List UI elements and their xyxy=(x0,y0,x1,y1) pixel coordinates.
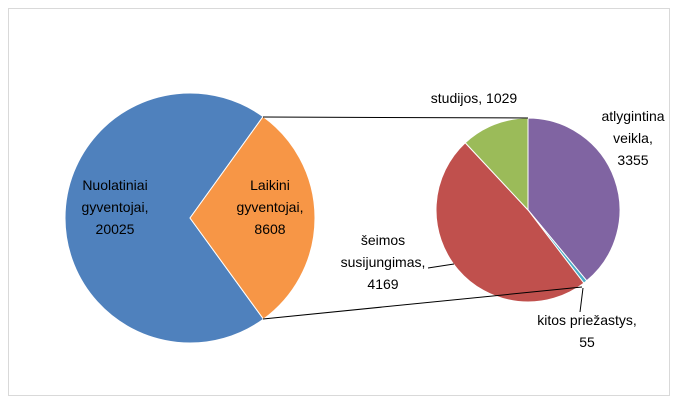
connector-line xyxy=(262,116,529,119)
data-label: kitos priežastys, 55 xyxy=(537,312,637,350)
leader-line xyxy=(427,263,455,269)
leader-line xyxy=(579,287,584,313)
connector-line xyxy=(262,286,583,320)
chart-frame xyxy=(8,8,670,396)
data-label: Laikini gyventojai, 8608 xyxy=(237,177,304,237)
pie-slice xyxy=(189,115,316,320)
data-label: atlygintina veikla, 3355 xyxy=(601,108,664,168)
data-label: šeimos susijungimas, 4169 xyxy=(341,232,426,292)
pie-slice xyxy=(64,92,265,344)
data-label: Nuolatiniai gyventojai, 20025 xyxy=(82,177,149,237)
data-label: studijos, 1029 xyxy=(431,90,518,106)
pie-slice xyxy=(527,117,621,282)
pie-slice xyxy=(435,142,585,303)
